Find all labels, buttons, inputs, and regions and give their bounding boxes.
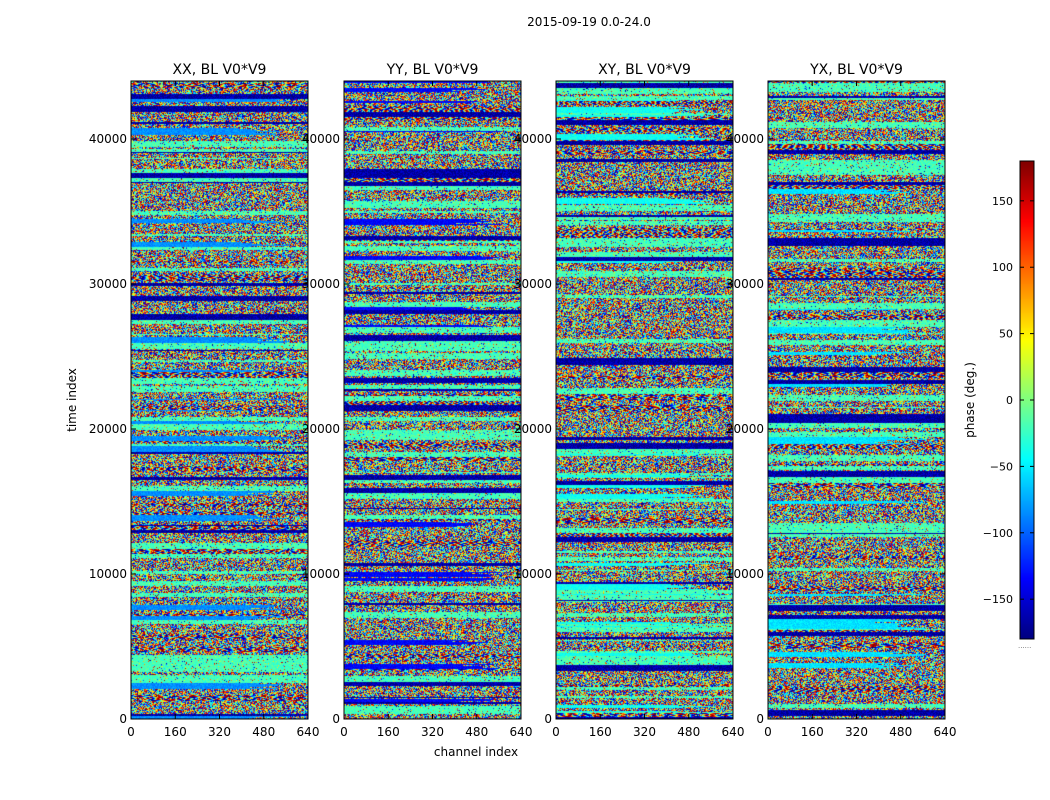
panel-title-xy: XY, BL V0*V9 <box>598 62 691 78</box>
x-tick-label-xy-1: 160 <box>589 725 612 739</box>
panels: XX, BL V0*V9 0 160 320 480 640 0 10000 20000 3000… <box>89 62 957 739</box>
colorbar-gradient <box>1020 161 1034 639</box>
x-tick-label-yy-3: 480 <box>465 725 488 739</box>
y-tick-label-xx-2: 20000 <box>89 422 127 436</box>
y-tick-label-yx-3: 30000 <box>726 277 764 291</box>
x-tick-label-xy-3: 480 <box>677 725 700 739</box>
y-tick-label-xx-1: 10000 <box>89 567 127 581</box>
colorbar-footnote: ...... <box>1018 642 1031 650</box>
x-tick-label-yx-1: 160 <box>801 725 824 739</box>
x-tick-label-xy-4: 640 <box>722 725 745 739</box>
x-tick-label-xx-2: 320 <box>208 725 231 739</box>
panel-yx: YX, BL V0*V9 0 160 320 480 640 0 10000 20000 3000… <box>726 62 957 739</box>
y-tick-label-yy-2: 20000 <box>302 422 340 436</box>
chart-title: 2015-09-19 0.0-24.0 <box>527 15 651 29</box>
x-axis-label: channel index <box>434 745 518 759</box>
colorbar-tick-label-2: −50 <box>990 460 1013 473</box>
y-tick-label-xy-4: 40000 <box>514 132 552 146</box>
x-tick-label-yx-2: 320 <box>845 725 868 739</box>
x-tick-label-yy-0: 0 <box>340 725 348 739</box>
colorbar-tick-label-6: 150 <box>992 195 1013 208</box>
y-tick-label-yx-2: 20000 <box>726 422 764 436</box>
y-tick-label-xy-1: 10000 <box>514 567 552 581</box>
y-tick-label-xx-4: 40000 <box>89 132 127 146</box>
y-tick-label-yy-3: 30000 <box>302 277 340 291</box>
heatmap-image-yx <box>768 81 945 719</box>
x-tick-label-yy-4: 640 <box>510 725 533 739</box>
panel-xx: XX, BL V0*V9 0 160 320 480 640 0 10000 20000 3000… <box>89 62 320 739</box>
x-tick-label-yy-2: 320 <box>421 725 444 739</box>
x-tick-label-yy-1: 160 <box>377 725 400 739</box>
y-tick-label-yy-0: 0 <box>332 712 340 726</box>
y-tick-label-xy-0: 0 <box>544 712 552 726</box>
colorbar-tick-label-1: −100 <box>983 527 1013 540</box>
colorbar-tick-label-3: 0 <box>1006 394 1013 407</box>
y-tick-label-yx-1: 10000 <box>726 567 764 581</box>
panel-title-yy: YY, BL V0*V9 <box>386 62 479 78</box>
y-tick-label-yx-4: 40000 <box>726 132 764 146</box>
panel-title-xx: XX, BL V0*V9 <box>173 62 267 78</box>
x-tick-label-yx-4: 640 <box>934 725 957 739</box>
colorbar-tick-label-0: −150 <box>983 593 1013 606</box>
heatmap-image-yy <box>344 81 521 719</box>
y-axis-label: time index <box>65 368 79 432</box>
x-tick-label-yx-0: 0 <box>764 725 772 739</box>
x-tick-label-xx-4: 640 <box>297 725 320 739</box>
heatmap-image-xx <box>131 81 308 719</box>
panel-yy: YY, BL V0*V9 0 160 320 480 640 0 10000 20000 3000… <box>302 62 533 739</box>
x-tick-label-yx-3: 480 <box>889 725 912 739</box>
heatmap-image-xy <box>556 81 733 719</box>
colorbar-tick-label-4: 50 <box>999 328 1013 341</box>
y-tick-label-xy-3: 30000 <box>514 277 552 291</box>
colorbar-label: phase (deg.) <box>963 362 977 438</box>
x-tick-label-xy-2: 320 <box>633 725 656 739</box>
x-tick-label-xy-0: 0 <box>552 725 560 739</box>
colorbar: −150 −100 −50 0 50 100 150 <box>983 160 1035 640</box>
y-tick-label-xx-3: 30000 <box>89 277 127 291</box>
y-tick-label-yx-0: 0 <box>756 712 764 726</box>
y-tick-label-xy-2: 20000 <box>514 422 552 436</box>
panel-title-yx: YX, BL V0*V9 <box>809 62 903 78</box>
y-tick-label-yy-1: 10000 <box>302 567 340 581</box>
panel-xy: XY, BL V0*V9 0 160 320 480 640 0 10000 20000 3000… <box>514 62 745 739</box>
x-tick-label-xx-3: 480 <box>252 725 275 739</box>
y-tick-label-yy-4: 40000 <box>302 132 340 146</box>
y-tick-label-xx-0: 0 <box>119 712 127 726</box>
x-tick-label-xx-1: 160 <box>164 725 187 739</box>
colorbar-tick-label-5: 100 <box>992 261 1013 274</box>
x-tick-label-xx-0: 0 <box>127 725 135 739</box>
